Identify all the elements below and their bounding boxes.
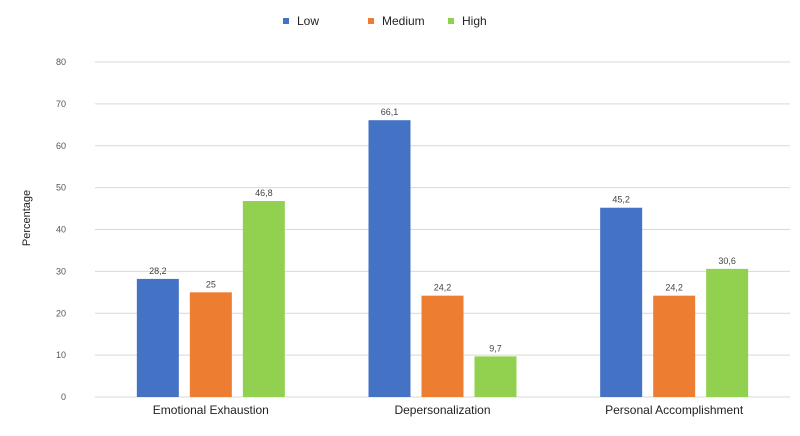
data-labels: 28,2 25 46,8 66,1 24,2 9,7 45,2 24,2 30,6: [149, 107, 736, 353]
y-tick-labels: 0 10 20 30 40 50 60 70 80: [56, 57, 66, 402]
y-tick-label: 0: [61, 392, 66, 402]
bar-high-2: [474, 356, 517, 397]
bar-medium-1: [189, 292, 232, 397]
bar-medium-2: [421, 295, 464, 397]
y-tick-label: 20: [56, 308, 66, 318]
data-label: 66,1: [381, 107, 399, 117]
legend-label-high: High: [462, 14, 487, 28]
bar-high-3: [706, 268, 749, 397]
data-label: 30,6: [718, 256, 736, 266]
data-label: 9,7: [489, 343, 502, 353]
y-tick-label: 70: [56, 99, 66, 109]
category-label: Emotional Exhaustion: [153, 403, 269, 417]
legend-label-low: Low: [297, 14, 319, 28]
y-tick-label: 30: [56, 266, 66, 276]
y-tick-label: 80: [56, 57, 66, 67]
bar-low-3: [600, 207, 643, 397]
y-tick-label: 60: [56, 141, 66, 151]
bars: [136, 120, 749, 398]
data-label: 24,2: [434, 283, 452, 293]
data-label: 28,2: [149, 266, 167, 276]
category-labels: Emotional Exhaustion Depersonalization Per…: [153, 403, 744, 417]
legend-swatch-high: [448, 18, 454, 24]
category-label: Depersonalization: [394, 403, 490, 417]
bar-low-2: [368, 120, 411, 398]
legend: Low Medium High: [283, 14, 487, 28]
y-tick-label: 10: [56, 350, 66, 360]
data-label: 25: [206, 279, 216, 289]
y-tick-label: 50: [56, 183, 66, 193]
data-label: 24,2: [665, 283, 683, 293]
data-label: 46,8: [255, 188, 273, 198]
y-tick-label: 40: [56, 225, 66, 235]
legend-swatch-low: [283, 18, 289, 24]
legend-label-medium: Medium: [382, 14, 425, 28]
bar-medium-3: [653, 295, 696, 397]
legend-swatch-medium: [368, 18, 374, 24]
y-axis-label: Percentage: [21, 190, 33, 246]
bar-high-1: [242, 201, 285, 397]
bar-low-1: [136, 278, 179, 397]
category-label: Personal Accomplishment: [605, 403, 744, 417]
data-label: 45,2: [612, 195, 630, 205]
